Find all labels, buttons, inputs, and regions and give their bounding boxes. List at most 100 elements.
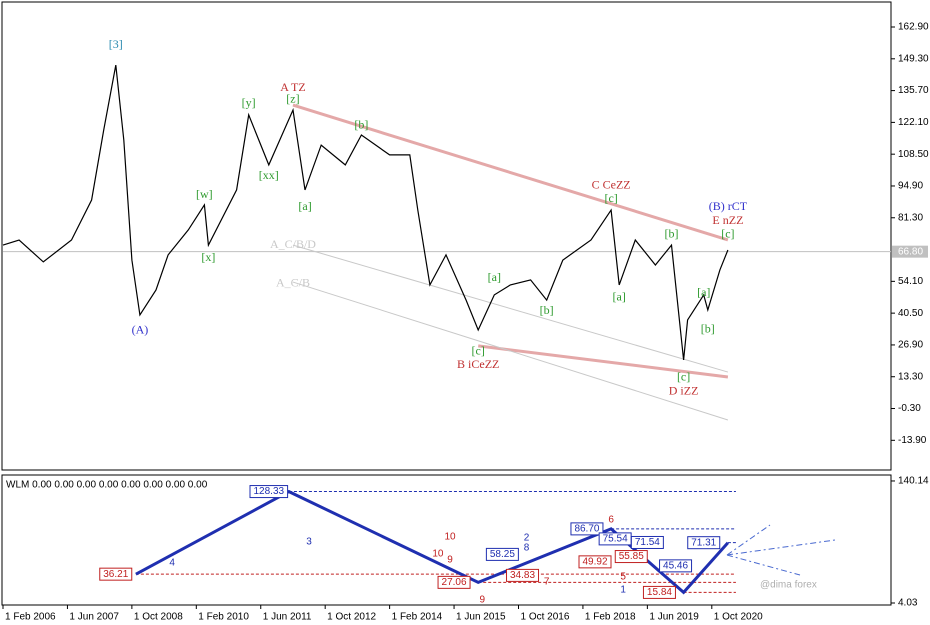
- x-tick-label: 1 Feb 2014: [392, 612, 443, 623]
- count-label: 10: [432, 549, 444, 560]
- y-tick-label: 13.30: [898, 371, 923, 382]
- count-label: 3: [306, 537, 312, 548]
- level-box: [687, 536, 721, 550]
- count-label: 10: [444, 532, 456, 543]
- x-tick-label: 1 Jun 2015: [456, 612, 506, 623]
- count-label: 2: [524, 533, 530, 544]
- y-tick-label: 135.70: [898, 85, 929, 96]
- y-tick-label: -13.90: [898, 435, 927, 446]
- count-label: 6: [608, 515, 614, 526]
- wave-label: [y]: [242, 96, 256, 110]
- indicator-title: WLM 0.00 0.00 0.00 0.00 0.00 0.00 0.00 0…: [6, 480, 208, 491]
- x-tick-label: 1 Feb 2006: [5, 612, 56, 623]
- level-box: [437, 575, 471, 589]
- trendline: [478, 344, 729, 379]
- wave-label: [c]: [604, 191, 617, 205]
- zigzag-line: [135, 489, 730, 595]
- level-box: [249, 485, 289, 499]
- x-tick-label: 1 Jun 2011: [263, 612, 312, 623]
- level-label: 36.21: [103, 569, 128, 580]
- x-tick-label: 1 Oct 2008: [134, 612, 183, 623]
- level-box: [614, 550, 648, 564]
- x-tick-label: 1 Feb 2018: [585, 612, 636, 623]
- wave-label: [b]: [354, 118, 368, 132]
- trendline: [292, 103, 729, 242]
- level-label: 45.46: [663, 561, 688, 572]
- y-tick-label: 94.90: [898, 181, 923, 192]
- y-tick-label: 40.50: [898, 308, 923, 319]
- trendline: [292, 244, 729, 373]
- y-tick-label: 162.90: [898, 22, 929, 33]
- level-box: [578, 555, 612, 569]
- y-tick-label: 54.10: [898, 276, 923, 287]
- level-label: 75.54: [603, 534, 628, 545]
- count-label: 8: [524, 543, 530, 554]
- trendline: [292, 281, 729, 421]
- wave-label: B iCeZZ: [457, 357, 499, 371]
- wave-label: [a]: [697, 285, 710, 299]
- wave-label: [b]: [701, 322, 715, 336]
- count-label: 9: [479, 595, 485, 606]
- wave-label: [3]: [109, 37, 123, 51]
- y-tick-label: 140.14: [898, 476, 929, 487]
- wave-label: [a]: [298, 199, 311, 213]
- count-label: 7: [544, 577, 550, 588]
- wave-label: [x]: [201, 250, 215, 264]
- wave-label: (B) rCT: [709, 199, 748, 213]
- y-tick-label: 122.10: [898, 117, 929, 128]
- wave-label: [c]: [677, 370, 690, 384]
- wave-label: [xx]: [259, 168, 279, 182]
- level-label: 27.06: [442, 577, 467, 588]
- main-panel: [1, 1, 892, 471]
- fan-lines: [726, 524, 836, 576]
- level-box: [659, 559, 693, 573]
- y-tick-label: 26.90: [898, 340, 923, 351]
- last-price-label: 66.80: [898, 246, 923, 257]
- wave-label: (A): [132, 322, 149, 336]
- wave-label: E nZZ: [712, 213, 743, 227]
- wave-label: C CeZZ: [592, 178, 631, 192]
- wave-label: A_C/B: [276, 276, 310, 290]
- wave-label: [b]: [665, 227, 679, 241]
- wave-label: [z]: [286, 92, 299, 106]
- x-tick-label: 1 Jun 2019: [649, 612, 699, 623]
- level-label: 58.25: [490, 549, 515, 560]
- level-box: [630, 535, 664, 549]
- y-tick-label: -0.30: [898, 403, 921, 414]
- level-box: [570, 522, 604, 536]
- level-label: 34.83: [510, 570, 535, 581]
- x-tick-label: 1 Oct 2012: [327, 612, 376, 623]
- level-label: 55.85: [619, 551, 644, 562]
- wave-label: A TZ: [280, 80, 305, 94]
- watermark: @dima forex: [760, 580, 817, 591]
- wave-label: [b]: [540, 303, 554, 317]
- x-tick-label: 1 Oct 2016: [520, 612, 569, 623]
- wave-label: [a]: [488, 270, 501, 284]
- y-tick-label: 4.03: [898, 598, 918, 609]
- y-tick-label: 149.30: [898, 53, 929, 64]
- wave-label: [c]: [721, 227, 734, 241]
- x-tick-label: 1 Oct 2020: [714, 612, 763, 623]
- level-box: [99, 567, 133, 581]
- wave-label: [w]: [196, 187, 213, 201]
- level-box: [485, 547, 519, 561]
- level-box: [506, 568, 540, 582]
- count-label: 9: [447, 555, 453, 566]
- level-label: 71.54: [635, 537, 660, 548]
- count-label: 5: [620, 572, 626, 583]
- x-tick-label: 1 Jun 2007: [69, 612, 119, 623]
- level-box: [642, 585, 676, 599]
- level-label: 128.33: [254, 486, 285, 497]
- level-label: 49.92: [582, 557, 607, 568]
- level-label: 86.70: [574, 524, 599, 535]
- x-tick-label: 1 Feb 2010: [198, 612, 249, 623]
- wave-label: [c]: [472, 344, 485, 358]
- y-tick-label: 108.50: [898, 149, 929, 160]
- last-price-box: [892, 245, 928, 258]
- price-line: [2, 64, 729, 360]
- count-label: 1: [620, 585, 626, 596]
- count-label: 4: [169, 558, 175, 569]
- y-tick-label: 81.30: [898, 212, 923, 223]
- wave-label: [a]: [613, 290, 626, 304]
